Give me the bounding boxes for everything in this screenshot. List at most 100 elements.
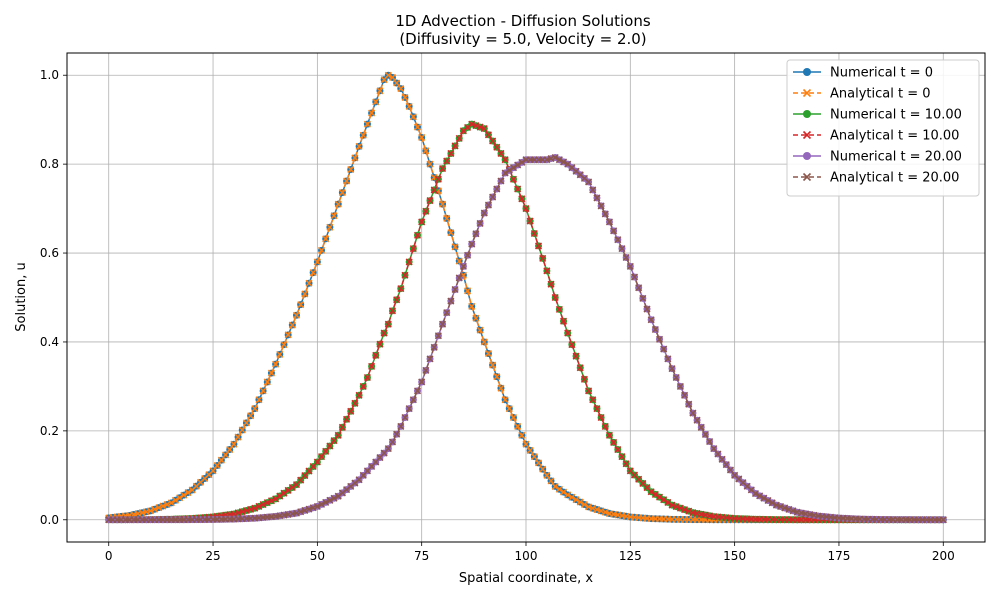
series-point xyxy=(610,227,618,235)
series-point xyxy=(167,499,175,507)
series-point xyxy=(326,442,334,450)
series-point xyxy=(651,325,659,334)
series-point xyxy=(493,373,501,381)
series-point xyxy=(501,169,509,177)
series-point xyxy=(647,488,655,496)
series-point xyxy=(459,262,467,270)
series-layer xyxy=(105,71,947,524)
series-point xyxy=(480,209,488,217)
series-point xyxy=(468,240,476,248)
series-point xyxy=(267,369,275,377)
series-point xyxy=(626,262,634,270)
series-point xyxy=(710,445,718,453)
series-point xyxy=(455,257,463,265)
series-point xyxy=(789,507,797,515)
x-tick-label: 0 xyxy=(105,549,113,563)
series-point xyxy=(597,413,605,422)
series-point xyxy=(393,79,401,87)
series-point xyxy=(430,186,438,194)
series-point xyxy=(781,504,789,512)
series-point xyxy=(572,352,580,360)
series-point xyxy=(347,165,355,174)
series-point xyxy=(351,154,359,162)
series-point xyxy=(439,165,447,173)
series-point xyxy=(401,413,409,422)
series-point xyxy=(543,267,551,275)
series-point xyxy=(518,195,526,203)
series-point xyxy=(593,194,601,202)
legend-frame xyxy=(786,59,980,197)
series-point xyxy=(560,488,568,496)
series-point xyxy=(772,501,780,509)
series-point xyxy=(593,506,601,514)
series-point xyxy=(388,73,397,81)
series-point xyxy=(635,284,643,292)
series-point xyxy=(305,279,313,287)
series-point xyxy=(388,438,397,446)
legend: Numerical t = 0 Analytical t = 0 Numerical… xyxy=(786,59,980,197)
series-point xyxy=(618,245,626,253)
series-point xyxy=(589,186,597,194)
series-point xyxy=(322,235,330,243)
series-point xyxy=(171,496,180,504)
legend-marker xyxy=(803,152,811,160)
series-point xyxy=(318,246,326,254)
legend-label: Analytical t = 10.00 xyxy=(830,129,959,144)
series-point xyxy=(451,285,459,294)
series-point xyxy=(330,437,338,445)
series-point xyxy=(497,149,505,157)
series-point xyxy=(376,340,384,348)
series-point xyxy=(409,113,417,121)
series-point xyxy=(251,405,259,413)
x-axis-label: Spatial coordinate, x xyxy=(459,571,593,586)
series-point xyxy=(476,123,484,131)
series-point xyxy=(384,445,392,453)
series-point xyxy=(447,149,455,157)
series-point xyxy=(222,451,230,459)
series-point xyxy=(259,500,267,509)
series-point xyxy=(368,362,376,370)
series-point xyxy=(560,317,568,325)
series-point xyxy=(722,461,730,469)
series-point xyxy=(376,87,384,95)
series-point xyxy=(405,258,413,266)
series-point xyxy=(643,305,651,313)
series-point xyxy=(301,506,309,514)
series-point xyxy=(372,98,380,106)
series-point xyxy=(226,446,234,454)
series-point xyxy=(480,125,488,133)
series-point xyxy=(605,218,613,226)
series-point xyxy=(422,147,430,155)
series-point xyxy=(426,160,434,168)
series-point xyxy=(572,496,580,504)
series-point xyxy=(422,207,430,215)
legend-label: Analytical t = 20.00 xyxy=(830,171,959,186)
series-point xyxy=(388,307,397,315)
series-point xyxy=(484,201,492,209)
series-point xyxy=(380,329,388,337)
series-point xyxy=(580,500,588,509)
series-point xyxy=(685,400,693,408)
series-point xyxy=(280,489,288,497)
series-point xyxy=(585,503,593,511)
series-point xyxy=(151,505,159,513)
y-tick-label: 0.0 xyxy=(40,513,59,527)
series-point xyxy=(568,341,576,349)
series-point xyxy=(313,502,321,510)
series-point xyxy=(555,485,563,493)
y-tick-label: 1.0 xyxy=(40,68,59,82)
series-point xyxy=(418,218,426,226)
series-point xyxy=(322,447,330,455)
series-point xyxy=(564,491,572,499)
series-point xyxy=(647,316,655,324)
series-point xyxy=(347,407,355,415)
series-point xyxy=(693,416,701,424)
series-point xyxy=(397,285,405,293)
series-point xyxy=(576,498,584,506)
series-point xyxy=(280,341,288,349)
series-point xyxy=(363,120,371,128)
series-point xyxy=(672,503,680,511)
series-point xyxy=(267,497,275,505)
series-point xyxy=(576,364,584,372)
series-point xyxy=(447,229,455,237)
